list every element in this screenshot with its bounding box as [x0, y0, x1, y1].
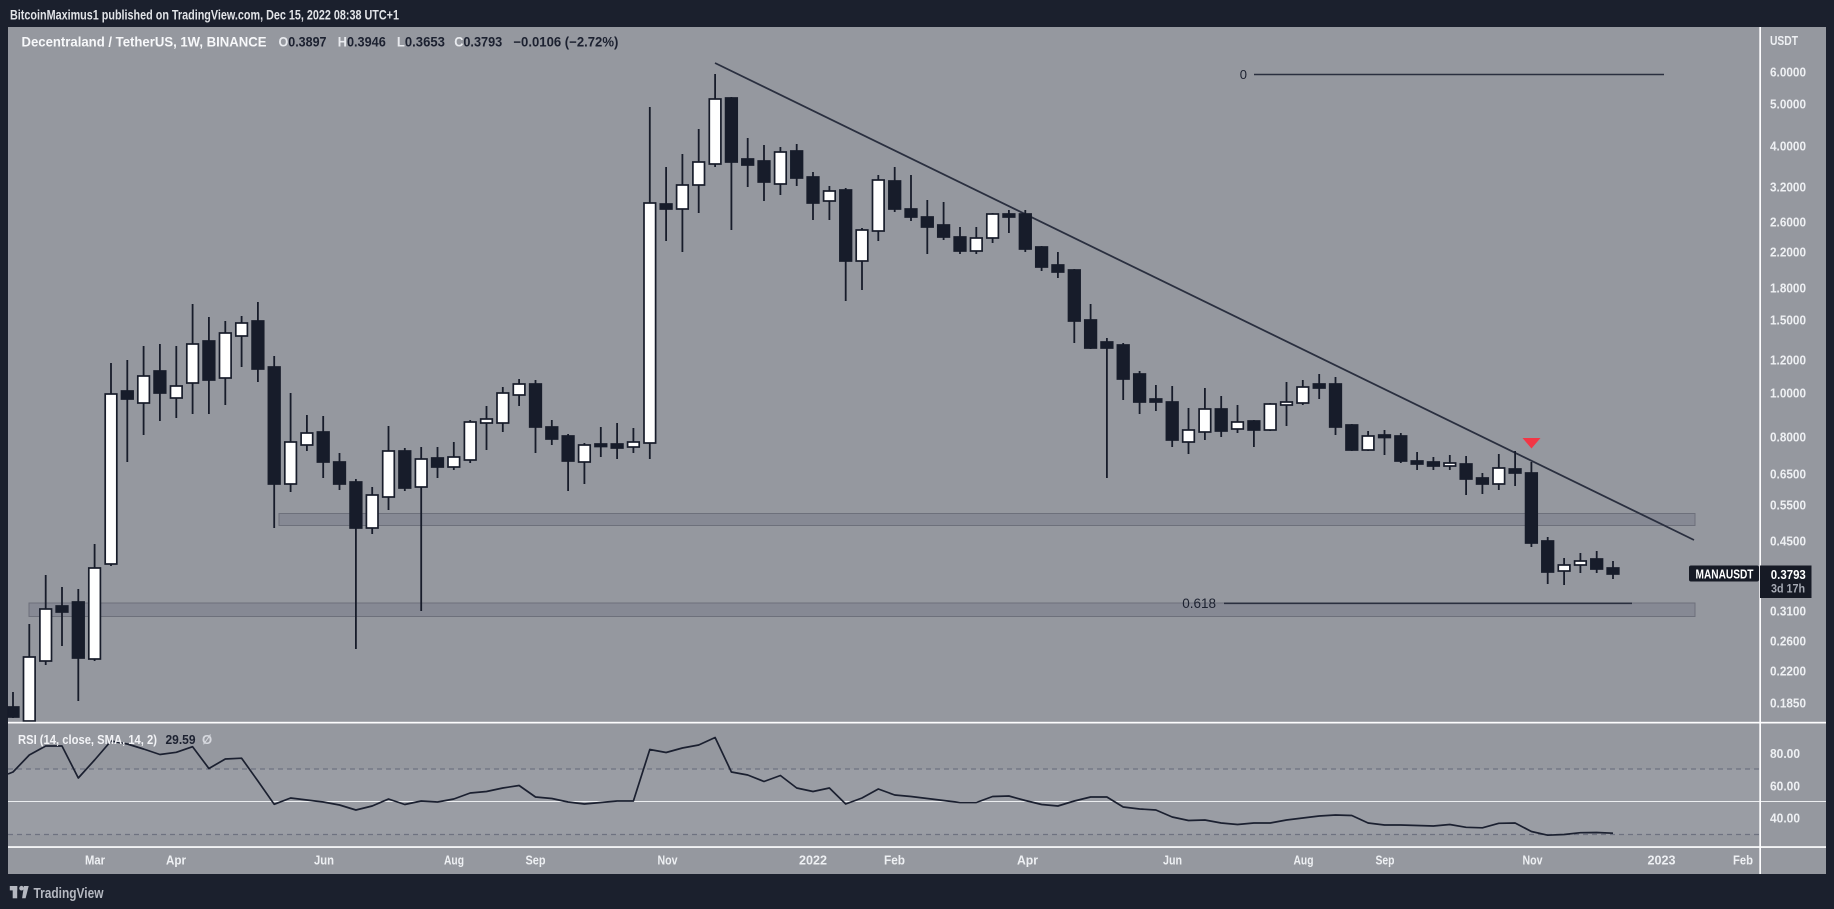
svg-text:Jun: Jun	[1163, 853, 1182, 868]
svg-text:5.0000: 5.0000	[1770, 97, 1806, 112]
svg-text:Ø: Ø	[202, 732, 212, 747]
svg-text:4.0000: 4.0000	[1770, 139, 1806, 154]
svg-text:Aug: Aug	[1294, 853, 1314, 868]
svg-text:1.2000: 1.2000	[1770, 353, 1806, 368]
svg-text:1.8000: 1.8000	[1770, 281, 1806, 296]
svg-text:Decentraland / TetherUS, 1W, B: Decentraland / TetherUS, 1W, BINANCE	[22, 35, 267, 50]
svg-text:0.3100: 0.3100	[1770, 604, 1806, 619]
svg-text:3d 17h: 3d 17h	[1771, 582, 1805, 596]
svg-text:USDT: USDT	[1770, 33, 1798, 48]
svg-text:0.1850: 0.1850	[1770, 696, 1806, 711]
svg-text:0.4500: 0.4500	[1770, 534, 1806, 549]
svg-text:60.00: 60.00	[1770, 779, 1800, 794]
svg-text:2.6000: 2.6000	[1770, 215, 1806, 230]
svg-text:O0.3897: O0.3897	[279, 35, 327, 50]
svg-text:BitcoinMaximus1 published on T: BitcoinMaximus1 published on TradingView…	[10, 8, 399, 23]
svg-text:0.5500: 0.5500	[1770, 498, 1806, 513]
svg-text:Apr: Apr	[166, 853, 186, 868]
svg-text:0.3793: 0.3793	[1771, 567, 1806, 582]
svg-text:Sep: Sep	[1376, 853, 1395, 868]
svg-text:Nov: Nov	[1523, 853, 1544, 868]
svg-text:Feb: Feb	[884, 853, 905, 868]
svg-text:40.00: 40.00	[1770, 811, 1800, 826]
svg-text:1.0000: 1.0000	[1770, 386, 1806, 401]
svg-text:MANAUSDT: MANAUSDT	[1696, 568, 1754, 582]
svg-text:80.00: 80.00	[1770, 746, 1800, 761]
svg-text:L0.3653: L0.3653	[397, 35, 445, 50]
svg-text:1.5000: 1.5000	[1770, 313, 1806, 328]
svg-text:Jun: Jun	[314, 853, 334, 868]
svg-text:0.618: 0.618	[1182, 596, 1216, 611]
svg-text:0.2200: 0.2200	[1770, 664, 1806, 679]
svg-text:2023: 2023	[1648, 853, 1676, 868]
svg-text:2022: 2022	[799, 853, 827, 868]
svg-text:6.0000: 6.0000	[1770, 65, 1806, 80]
svg-text:TradingView: TradingView	[34, 886, 105, 902]
svg-text:Apr: Apr	[1017, 853, 1038, 868]
svg-text:0: 0	[1240, 67, 1247, 82]
svg-text:Nov: Nov	[658, 853, 679, 868]
svg-text:0.2600: 0.2600	[1770, 634, 1806, 649]
svg-text:2.2000: 2.2000	[1770, 245, 1806, 260]
svg-text:3.2000: 3.2000	[1770, 180, 1806, 195]
svg-text:Aug: Aug	[444, 853, 464, 868]
svg-text:29.59: 29.59	[166, 732, 196, 747]
svg-text:RSI (14, close, SMA, 14, 2): RSI (14, close, SMA, 14, 2)	[18, 732, 157, 747]
svg-text:Mar: Mar	[85, 853, 105, 868]
svg-text:H0.3946: H0.3946	[338, 35, 386, 50]
svg-text:Sep: Sep	[526, 853, 546, 868]
svg-text:−0.0106 (−2.72%): −0.0106 (−2.72%)	[513, 35, 618, 50]
svg-text:Feb: Feb	[1733, 853, 1753, 868]
svg-text:0.6500: 0.6500	[1770, 467, 1806, 482]
svg-text:0.8000: 0.8000	[1770, 430, 1806, 445]
svg-text:C0.3793: C0.3793	[454, 35, 502, 50]
